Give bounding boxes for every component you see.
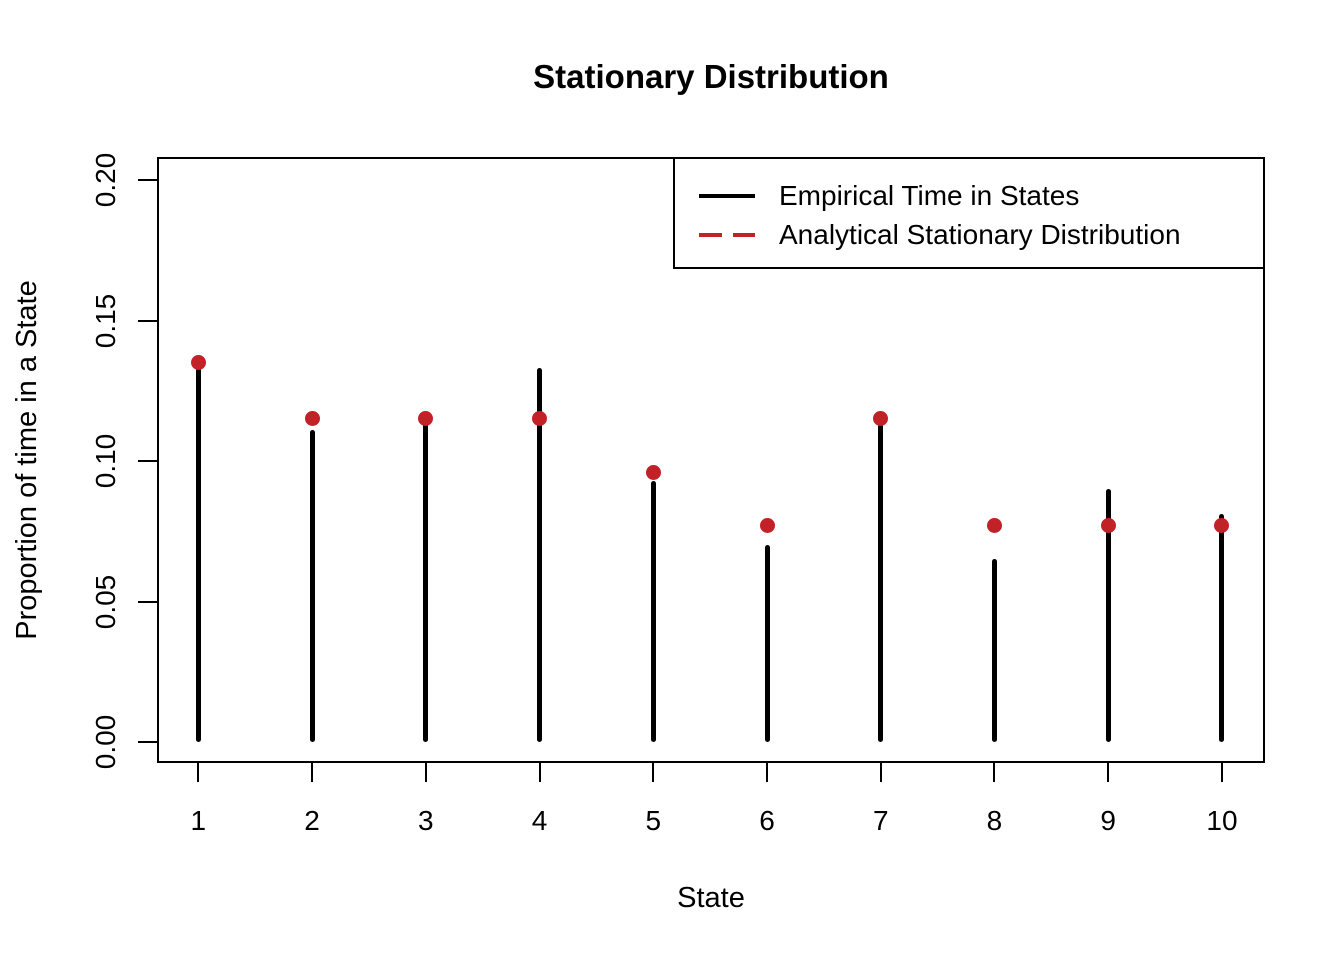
y-axis-tick-label: 0.00 [90,714,121,770]
analytical-dot [645,464,661,480]
analytical-dot [418,411,434,427]
x-axis-tick-label: 7 [872,805,889,836]
analytical-dot [1100,518,1116,534]
x-axis-tick [879,763,882,782]
x-axis-tick [652,763,655,782]
x-axis-title: State [677,882,745,914]
legend-label: Empirical Time in States [779,180,1080,211]
y-axis-tick-label: 0.05 [90,574,121,629]
x-axis-tick [1107,763,1110,782]
empirical-stem [195,368,201,742]
empirical-stem [878,424,884,742]
x-axis-tick [538,763,541,782]
x-axis-tick-label: 5 [645,805,662,836]
analytical-dot [759,518,775,534]
analytical-dot [1214,518,1230,534]
legend-entry-analytical: Analytical Stationary Distribution [699,218,1181,252]
x-axis-tick-label: 2 [304,805,320,836]
empirical-stem [991,559,997,742]
analytical-dot [532,411,548,427]
analytical-dot [873,411,889,427]
legend: Empirical Time in States Analytical Stat… [673,157,1265,269]
x-axis-tick [1220,763,1223,782]
y-axis-tick-label: 0.20 [90,152,121,208]
x-axis-tick [197,763,200,782]
legend-entry-empirical: Empirical Time in States [699,179,1079,213]
y-axis-tick [138,600,157,603]
empirical-stem [309,430,315,742]
analytical-dot [190,355,206,371]
x-axis-tick [424,763,427,782]
x-axis-tick [766,763,768,782]
empirical-stem [423,421,429,742]
x-axis-tick-label: 3 [417,805,434,836]
x-axis-tick [993,763,996,782]
y-axis-tick [138,460,157,462]
analytical-dot [986,518,1002,534]
empirical-stem [1105,489,1111,742]
x-axis-tick-label: 1 [190,805,207,836]
x-axis-tick-label: 6 [759,805,775,836]
empirical-stem [537,368,543,742]
empirical-stem [1219,514,1225,742]
legend-label: Analytical Stationary Distribution [779,219,1181,250]
y-axis-tick [138,179,157,181]
y-axis-title: Proportion of time in a State [11,280,43,640]
chart-title: Stationary Distribution [533,58,889,95]
x-axis-tick-label: 8 [986,805,1003,836]
y-axis-tick [138,741,157,743]
y-axis-tick-label: 0.15 [90,293,121,348]
legend-line-solid-sample [699,194,755,198]
empirical-stem [650,480,656,742]
x-axis-tick-label: 9 [1100,805,1116,836]
y-axis-tick-label: 0.10 [90,433,121,489]
x-axis-tick-label: 4 [531,805,548,836]
empirical-stem [764,545,770,742]
x-axis-tick-label: 10 [1206,805,1238,836]
y-axis-tick [138,319,157,322]
legend-line-dashed-sample [699,233,755,237]
x-axis-tick [311,763,314,782]
analytical-dot [304,411,320,427]
